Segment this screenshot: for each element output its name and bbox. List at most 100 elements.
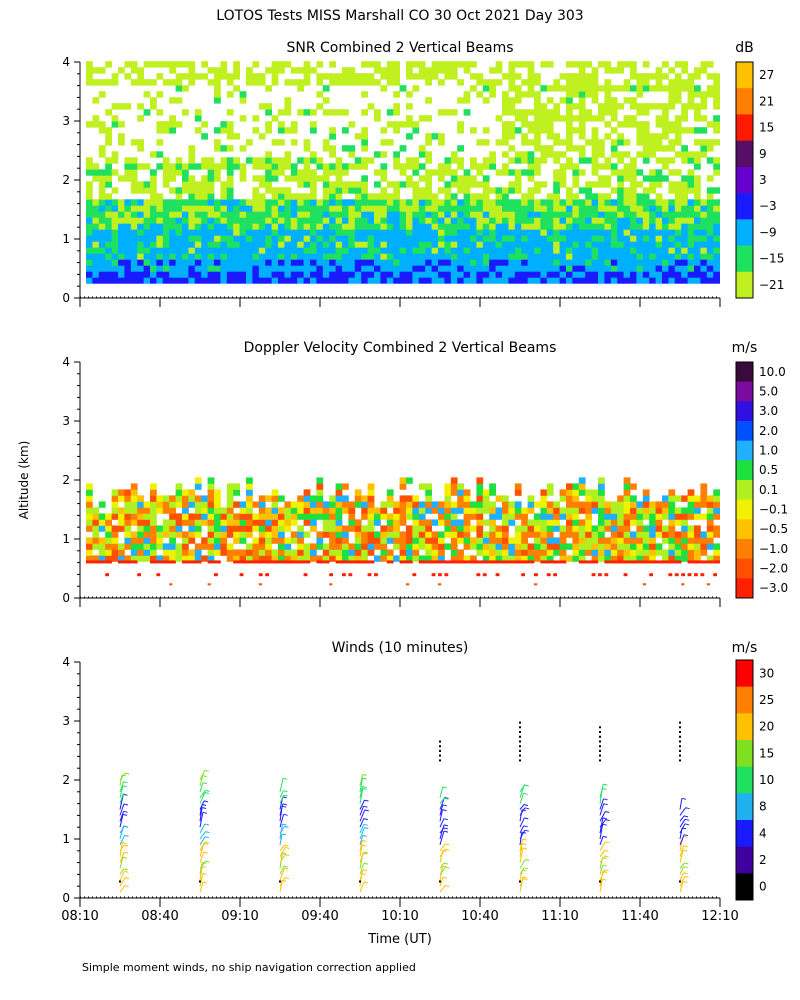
snr-cell [450, 199, 458, 206]
snr-cell [534, 163, 541, 170]
snr-cell [642, 235, 650, 242]
snr-cell [92, 67, 100, 74]
snr-cell [169, 187, 176, 194]
snr-cell [239, 91, 247, 98]
doppler-cell [233, 560, 240, 564]
snr-cell [508, 97, 516, 104]
snr-cell [361, 259, 368, 266]
doppler-cell [521, 543, 528, 550]
snr-cell [303, 205, 311, 212]
snr-cell [137, 265, 144, 272]
doppler-cell [175, 501, 183, 508]
snr-cell [214, 169, 221, 176]
doppler-cell [322, 519, 330, 526]
doppler-cell [444, 543, 452, 550]
wind-barb [439, 877, 444, 887]
doppler-cell [482, 573, 487, 577]
snr-cell [226, 73, 234, 80]
snr-cell [86, 211, 93, 218]
doppler-cell [130, 555, 138, 562]
snr-cell [502, 121, 509, 128]
doppler-cell [623, 519, 631, 526]
snr-cell [150, 247, 157, 254]
snr-cell [655, 139, 663, 146]
wind-barb [362, 787, 367, 790]
wind-barb [519, 838, 524, 851]
snr-cell [278, 253, 285, 260]
snr-cell [233, 157, 240, 164]
doppler-cell [591, 543, 599, 550]
snr-cell [534, 217, 541, 224]
wind-marker [519, 749, 521, 752]
wind-barb [199, 881, 204, 893]
doppler-cell [169, 549, 176, 556]
colorbar-segment [736, 873, 753, 901]
snr-cell [623, 151, 631, 158]
doppler-cell [687, 513, 695, 520]
wind-barb [519, 832, 523, 845]
doppler-cell [98, 543, 106, 550]
doppler-cell [399, 560, 407, 564]
snr-cell [246, 253, 253, 260]
wind-barb [119, 774, 123, 786]
wind-barb [439, 786, 444, 798]
snr-cell [207, 247, 215, 254]
doppler-cell [297, 543, 304, 550]
snr-cell [290, 265, 298, 272]
snr-cell [182, 223, 189, 230]
snr-cell [220, 211, 228, 218]
snr-cell [591, 259, 599, 266]
doppler-cell [668, 573, 673, 577]
snr-cell [578, 79, 586, 86]
snr-cell [393, 79, 400, 86]
snr-cell [322, 175, 330, 182]
snr-cell [559, 223, 567, 230]
doppler-cell [399, 537, 407, 544]
doppler-cell [713, 513, 720, 520]
snr-cell [694, 253, 701, 260]
snr-cell [553, 181, 560, 188]
snr-cell [265, 175, 272, 182]
snr-cell [354, 163, 362, 170]
doppler-cell [226, 543, 234, 550]
doppler-ytick-label: 4 [62, 355, 70, 369]
snr-cell [610, 217, 618, 224]
doppler-cell [367, 519, 375, 526]
snr-cell [399, 169, 407, 176]
snr-cell [668, 241, 676, 248]
doppler-cell [226, 531, 234, 538]
snr-cell [329, 205, 336, 212]
snr-cell [284, 247, 292, 254]
snr-cell [457, 127, 464, 134]
snr-cell [694, 127, 701, 134]
snr-cell [610, 277, 618, 284]
doppler-cell [111, 537, 119, 544]
snr-cell [553, 169, 560, 176]
doppler-cell [386, 513, 394, 520]
snr-cell [156, 73, 164, 80]
snr-cell [578, 73, 586, 80]
wind-barb [279, 826, 285, 834]
doppler-cell [527, 560, 535, 564]
snr-cell [284, 211, 292, 218]
doppler-cell [156, 555, 164, 562]
snr-cell [681, 109, 688, 116]
snr-cell [316, 91, 324, 98]
snr-cell [655, 229, 663, 236]
colorbar-tick-label: −0.5 [759, 522, 788, 536]
doppler-cell [258, 560, 266, 564]
wind-barb [519, 809, 523, 822]
snr-cell [630, 67, 637, 74]
doppler-cell [527, 531, 535, 538]
snr-cell [143, 223, 151, 230]
doppler-cell [431, 543, 439, 550]
snr-cell [130, 235, 138, 242]
snr-cell [220, 271, 228, 278]
doppler-cell [476, 477, 484, 484]
snr-cell [521, 247, 528, 254]
doppler-cell [700, 549, 708, 556]
doppler-cell [303, 549, 311, 556]
snr-cell [111, 151, 119, 158]
doppler-cell [194, 495, 202, 502]
snr-cell [540, 145, 548, 152]
